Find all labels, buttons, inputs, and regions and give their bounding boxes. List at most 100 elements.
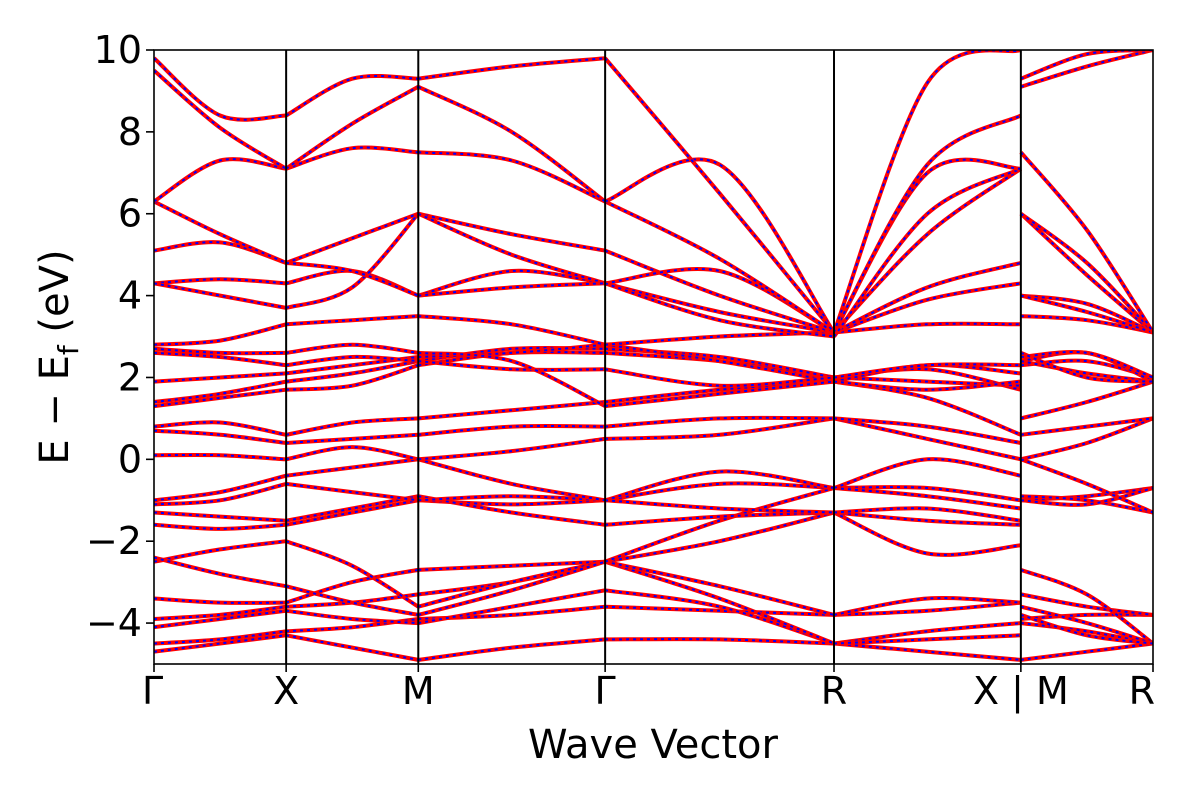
band-line-dashed-5-18: [1020, 351, 1153, 383]
y-tick-label: 2: [118, 355, 142, 399]
band-line-dashed-1-20: [285, 269, 419, 297]
band-line-dashed-0-5: [154, 540, 287, 563]
band-line-dashed-2-0: [418, 638, 606, 661]
band-line-dashed-1-10: [285, 458, 419, 477]
band-line-dashed-5-9: [1020, 487, 1153, 506]
high-symmetry-lines: [285, 50, 1022, 664]
band-line-dashed-5-12: [1020, 417, 1153, 436]
band-line-dashed-3-22: [604, 267, 835, 334]
band-line-dashed-4-4: [833, 597, 1021, 616]
band-line-5-13: [1020, 379, 1153, 421]
x-tick-label: Γ: [595, 669, 616, 713]
band-line-1-24: [285, 145, 419, 171]
band-line-3-10: [604, 498, 835, 515]
band-line-dashed-5-16: [1020, 350, 1153, 379]
band-line-dashed-5-6: [1020, 613, 1153, 645]
band-line-dashed-1-4: [285, 568, 419, 604]
band-line-3-4: [604, 559, 835, 617]
band-line-dashed-2-26: [418, 57, 606, 80]
band-line-dashed-4-11: [833, 417, 1022, 461]
band-line-dashed-2-5: [418, 560, 606, 608]
band-line-dashed-1-1: [286, 618, 419, 633]
band-line-dashed-2-23: [418, 282, 606, 297]
band-line-dashed-0-21: [154, 282, 287, 309]
band-line-dashed-1-2: [285, 609, 419, 625]
band-line-dashed-2-11: [418, 437, 606, 461]
band-line-dashed-1-19: [286, 315, 419, 326]
band-line-dashed-1-13: [285, 417, 419, 436]
x-tick-label: M: [402, 669, 435, 713]
x-tick-label: R: [821, 669, 847, 713]
band-line-dashed-2-16: [418, 343, 606, 358]
band-line-2-19: [418, 314, 606, 347]
band-line-dashed-0-9: [154, 482, 287, 506]
band-line-dashed-5-2: [1020, 622, 1153, 645]
band-line-dashed-4-8: [833, 511, 1021, 526]
band-line-dashed-1-23: [285, 261, 419, 297]
band-line-dashed-3-8: [605, 511, 835, 526]
band-line-dashed-1-24: [285, 146, 419, 170]
y-tick-label: 0: [118, 437, 142, 481]
band-line-dashed-1-16: [285, 356, 419, 375]
band-line-4-9: [833, 457, 1022, 490]
band-line-dashed-1-14: [286, 364, 419, 391]
band-line-dashed-2-12: [418, 424, 606, 436]
band-line-dashed-0-12: [154, 429, 287, 444]
band-line-dashed-1-25: [285, 85, 419, 170]
y-tick-label: −2: [86, 519, 142, 563]
band-line-dashed-4-10: [833, 507, 1022, 522]
y-tick-label: 4: [118, 274, 142, 318]
band-line-5-10: [1020, 416, 1153, 462]
band-line-dashed-0-20: [154, 278, 287, 285]
band-line-dashed-5-23: [1020, 294, 1153, 334]
band-line-dashed-5-3: [1020, 593, 1153, 616]
band-line-dashed-4-20: [833, 282, 1022, 334]
band-line-dashed-0-0: [154, 634, 287, 653]
band-line-2-25: [417, 84, 607, 204]
band-line-dashed-3-15: [605, 347, 835, 379]
band-line-dashed-2-21: [418, 212, 606, 252]
band-line-dashed-0-6: [154, 556, 287, 588]
band-line-dashed-4-9: [833, 458, 1022, 489]
band-line-dashed-3-11: [605, 417, 835, 440]
band-line-dashed-3-6: [604, 487, 835, 563]
band-line-dashed-1-11: [285, 446, 419, 461]
band-line-dashed-1-3: [286, 593, 419, 608]
band-line-dashed-0-15: [154, 380, 287, 403]
plot-frame: [153, 49, 1154, 665]
y-tick-label: 6: [118, 192, 142, 236]
band-line-dashed-2-20: [418, 269, 606, 297]
band-line-dashed-3-1: [605, 605, 835, 616]
band-line-dashed-2-9: [418, 495, 606, 502]
band-line-dashed-0-16: [154, 372, 287, 383]
band-line-3-9: [604, 469, 835, 503]
y-tick-label: 10: [94, 28, 142, 72]
band-line-dashed-4-12: [833, 417, 1022, 444]
band-line-dashed-5-4: [1020, 568, 1153, 645]
y-axis-label: E − Ef (eV): [32, 249, 85, 464]
band-line-2-10: [417, 457, 606, 503]
band-line-0-19: [154, 322, 287, 347]
y-axis-ticks: −4 −2 0 2 4 6 8 10: [86, 28, 154, 645]
band-line-dashed-5-0: [1020, 642, 1153, 661]
band-line-dashed-0-11: [154, 453, 287, 461]
band-line-dashed-0-2: [154, 609, 287, 629]
band-line-dashed-5-10: [1020, 417, 1153, 461]
band-line-dashed-5-22: [1020, 212, 1153, 334]
band-line-0-26: [154, 56, 287, 122]
band-line-dashed-0-19: [154, 323, 287, 346]
band-line-dashed-2-18: [418, 351, 606, 408]
band-line-dashed-1-0: [285, 634, 419, 661]
band-line-dashed-4-6: [833, 486, 1022, 502]
band-line-dashed-1-7: [285, 499, 419, 526]
band-line-dashed-1-26: [285, 74, 419, 117]
band-line-dashed-0-7: [154, 523, 287, 530]
band-line-dashed-2-25: [417, 85, 606, 203]
band-line-dashed-4-26: [833, 50, 1022, 333]
x-axis-label: Wave Vector: [528, 722, 779, 768]
band-line-3-25: [604, 157, 836, 334]
band-line-dashed-3-7: [604, 482, 835, 502]
band-line-dashed-1-12: [286, 433, 419, 444]
band-line-dashed-1-21: [285, 213, 420, 309]
